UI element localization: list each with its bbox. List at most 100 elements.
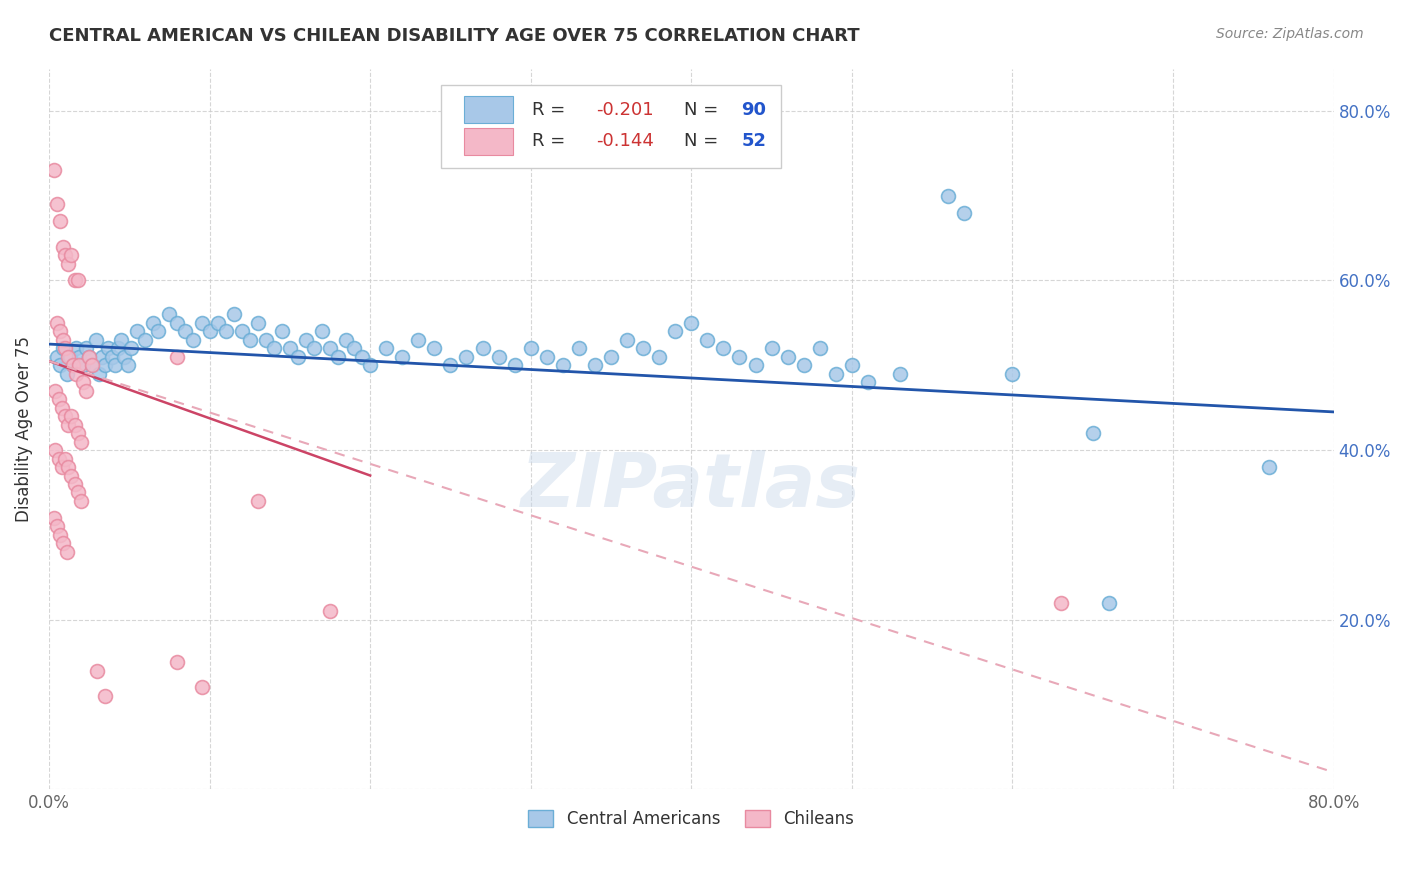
- Point: [134, 333, 156, 347]
- Point: [52, 536, 75, 550]
- Point: [42, 511, 65, 525]
- Point: [190, 316, 212, 330]
- Point: [616, 333, 638, 347]
- Point: [519, 341, 541, 355]
- Point: [352, 350, 374, 364]
- Point: [503, 359, 526, 373]
- Point: [94, 359, 117, 373]
- Point: [1258, 460, 1281, 475]
- Point: [82, 359, 104, 373]
- Point: [72, 376, 94, 390]
- Point: [66, 485, 89, 500]
- Point: [72, 359, 94, 373]
- FancyBboxPatch shape: [441, 85, 782, 168]
- Point: [214, 324, 236, 338]
- Point: [246, 494, 269, 508]
- Point: [1081, 426, 1104, 441]
- Text: CENTRAL AMERICAN VS CHILEAN DISABILITY AGE OVER 75 CORRELATION CHART: CENTRAL AMERICAN VS CHILEAN DISABILITY A…: [49, 27, 860, 45]
- Point: [48, 392, 70, 407]
- Point: [166, 655, 188, 669]
- Point: [49, 528, 72, 542]
- Text: N =: N =: [683, 132, 724, 151]
- Point: [157, 307, 180, 321]
- Point: [52, 341, 75, 355]
- Point: [69, 359, 91, 373]
- Point: [190, 681, 212, 695]
- Point: [246, 316, 269, 330]
- Text: ZIPatlas: ZIPatlas: [522, 450, 862, 523]
- FancyBboxPatch shape: [464, 128, 513, 155]
- Point: [52, 333, 75, 347]
- Point: [953, 205, 976, 219]
- Point: [46, 197, 69, 211]
- Point: [53, 341, 76, 355]
- Point: [69, 350, 91, 364]
- Point: [456, 350, 478, 364]
- Text: R =: R =: [531, 132, 571, 151]
- Point: [174, 324, 197, 338]
- Text: 90: 90: [741, 101, 766, 119]
- Point: [53, 409, 76, 424]
- Point: [66, 426, 89, 441]
- Point: [319, 604, 342, 618]
- Point: [60, 248, 83, 262]
- Point: [793, 359, 815, 373]
- Point: [100, 350, 122, 364]
- Point: [70, 494, 93, 508]
- Point: [841, 359, 863, 373]
- Point: [52, 239, 75, 253]
- Point: [49, 324, 72, 338]
- Point: [681, 316, 703, 330]
- Point: [51, 460, 73, 475]
- Point: [254, 333, 277, 347]
- Point: [166, 350, 188, 364]
- Point: [75, 341, 97, 355]
- Point: [65, 367, 87, 381]
- Point: [77, 350, 100, 364]
- Point: [53, 248, 76, 262]
- FancyBboxPatch shape: [464, 96, 513, 123]
- Point: [1098, 596, 1121, 610]
- Point: [664, 324, 686, 338]
- Point: [391, 350, 413, 364]
- Point: [110, 333, 132, 347]
- Legend: Central Americans, Chileans: Central Americans, Chileans: [522, 804, 860, 835]
- Text: Source: ZipAtlas.com: Source: ZipAtlas.com: [1216, 27, 1364, 41]
- Point: [183, 333, 205, 347]
- Point: [166, 316, 188, 330]
- Point: [439, 359, 461, 373]
- Text: N =: N =: [683, 101, 724, 119]
- Point: [270, 324, 292, 338]
- Point: [423, 341, 446, 355]
- Point: [53, 451, 76, 466]
- Point: [63, 477, 86, 491]
- Point: [46, 316, 69, 330]
- Point: [728, 350, 751, 364]
- Point: [696, 333, 718, 347]
- Point: [77, 350, 100, 364]
- Point: [42, 163, 65, 178]
- Point: [58, 256, 80, 270]
- Point: [142, 316, 165, 330]
- Point: [62, 359, 84, 373]
- Point: [648, 350, 671, 364]
- Point: [86, 664, 108, 678]
- Point: [55, 545, 77, 559]
- Point: [302, 341, 325, 355]
- Point: [82, 359, 104, 373]
- Point: [287, 350, 309, 364]
- Point: [46, 350, 69, 364]
- Point: [65, 341, 87, 355]
- Point: [375, 341, 398, 355]
- Point: [761, 341, 783, 355]
- Point: [48, 451, 70, 466]
- Text: -0.144: -0.144: [596, 132, 654, 151]
- Point: [471, 341, 494, 355]
- Point: [889, 367, 911, 381]
- Point: [359, 359, 381, 373]
- Point: [551, 359, 574, 373]
- Point: [936, 188, 959, 202]
- Text: R =: R =: [531, 101, 571, 119]
- Point: [146, 324, 169, 338]
- Point: [127, 324, 149, 338]
